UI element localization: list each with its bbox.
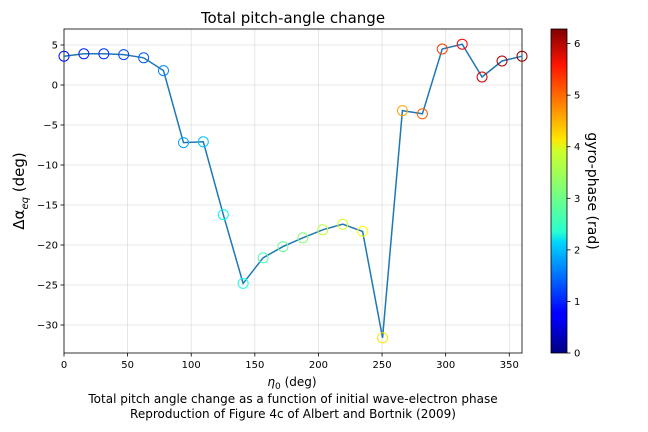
x-tick-label: 50 — [121, 360, 134, 371]
x-axis-label: η0 (deg) — [267, 375, 316, 392]
y-axis-label: Δαeq (deg) — [10, 152, 31, 229]
colorbar-tick-label: 0 — [574, 349, 580, 360]
x-axis-label-symbol: η — [267, 375, 275, 389]
series-line — [63, 43, 523, 338]
y-axis-label-sub: eq — [20, 197, 31, 210]
data-point — [516, 50, 528, 62]
y-tick-label: −30 — [37, 321, 58, 332]
data-point — [98, 48, 110, 60]
data-point — [317, 224, 329, 236]
x-tick-label: 350 — [500, 360, 519, 371]
caption-line-1: Total pitch angle change as a function o… — [88, 392, 498, 406]
x-tick-label: 300 — [436, 360, 455, 371]
y-axis-label-symbol: Δα — [10, 209, 28, 229]
data-point — [476, 71, 488, 83]
data-point — [496, 55, 508, 67]
data-point — [337, 218, 349, 230]
data-point — [118, 49, 130, 61]
colorbar-tick-label: 4 — [574, 142, 580, 153]
colorbar-tick-label: 1 — [574, 297, 580, 308]
data-point — [78, 48, 90, 60]
data-point — [197, 136, 209, 148]
colorbar-tick-label: 6 — [574, 39, 580, 50]
data-point — [177, 137, 189, 149]
y-tick-label: −25 — [37, 281, 58, 292]
x-axis-label-sub: 0 — [275, 382, 281, 392]
data-point — [277, 241, 289, 253]
y-tick-label: −20 — [37, 241, 58, 252]
y-tick-label: 0 — [52, 81, 58, 92]
x-tick-label: 200 — [309, 360, 328, 371]
data-point — [138, 52, 150, 64]
data-point — [357, 225, 369, 237]
y-tick-label: −5 — [43, 121, 58, 132]
x-tick-label: 100 — [182, 360, 201, 371]
data-point — [456, 38, 468, 50]
grid-lines — [63, 29, 522, 353]
data-markers — [58, 38, 528, 344]
data-point — [297, 232, 309, 244]
data-point — [157, 65, 169, 77]
x-tick-label: 150 — [245, 360, 264, 371]
data-point — [416, 108, 428, 120]
y-tick-label: −10 — [37, 161, 58, 172]
y-axis-label-unit: (deg) — [10, 152, 28, 197]
x-tick-label: 250 — [373, 360, 392, 371]
colorbar-label: gyro-phase (rad) — [584, 132, 600, 249]
x-tick-label: 0 — [61, 360, 67, 371]
plot-frame — [63, 28, 523, 354]
y-tick-label: −15 — [37, 201, 58, 212]
colorbar — [550, 28, 568, 354]
colorbar-ticks: 0 1 2 3 4 5 6 — [567, 39, 580, 360]
data-point — [237, 277, 249, 289]
colorbar-tick-label: 2 — [574, 245, 580, 256]
data-point — [377, 332, 389, 344]
x-axis-label-unit: (deg) — [281, 375, 317, 389]
x-axis-ticks: 0 50 100 150 200 250 300 350 — [61, 353, 519, 371]
data-point — [436, 43, 448, 55]
y-axis-ticks: 5 0 −5 −10 −15 −20 −25 −30 — [37, 41, 64, 332]
data-point — [217, 209, 229, 221]
data-point — [257, 252, 269, 264]
data-point — [58, 50, 70, 62]
colorbar-tick-label: 5 — [574, 91, 580, 102]
data-point — [396, 105, 408, 117]
caption-line-2: Reproduction of Figure 4c of Albert and … — [130, 407, 456, 421]
colorbar-tick-label: 3 — [574, 194, 580, 205]
chart-title: Total pitch-angle change — [200, 9, 385, 27]
y-tick-label: 5 — [52, 41, 58, 52]
